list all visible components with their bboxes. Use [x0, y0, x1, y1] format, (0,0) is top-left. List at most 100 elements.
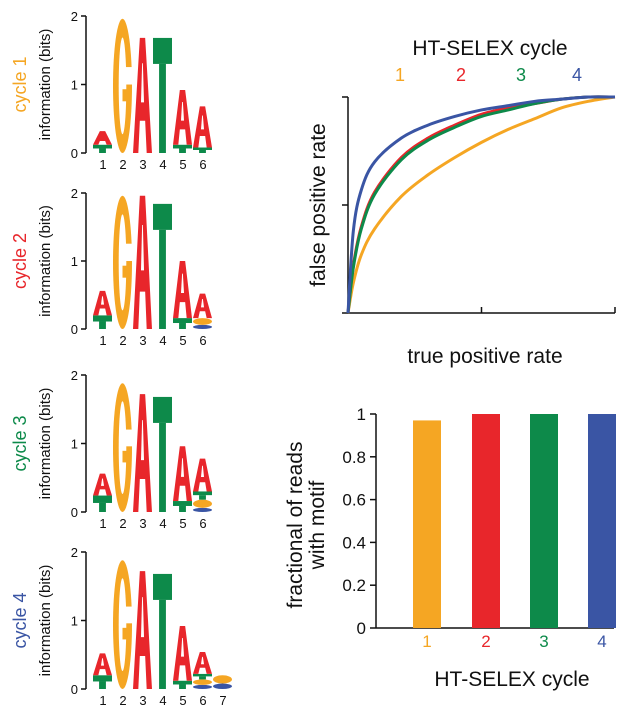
- bar-y-tick-label: 0: [357, 619, 366, 638]
- roc-axes: [342, 96, 616, 314]
- logo-position-label: 6: [199, 333, 206, 348]
- logo-y-axis-label: information (bits): [37, 388, 54, 500]
- logo-letter-T: [93, 315, 112, 329]
- roc-series-line-1: [346, 95, 616, 314]
- logo-position-label: 4: [159, 157, 166, 172]
- logo-y-axis-label: information (bits): [37, 29, 54, 141]
- logo-y-tick-label: 0: [71, 322, 78, 337]
- logo-letter-T: [173, 318, 192, 329]
- logo-y-tick-label: 1: [71, 254, 78, 269]
- bar-y-axis-label-line1: fractional of reads: [284, 442, 307, 609]
- logo-cycle-label: cycle 1: [10, 56, 30, 112]
- logo-letter-T: [153, 37, 172, 153]
- logo-y-axis-label: information (bits): [37, 205, 54, 317]
- logo-letter-G: [113, 560, 133, 689]
- bar-2: [472, 414, 500, 628]
- logo-position-label: 5: [179, 333, 186, 348]
- logo-letter-G: [193, 499, 212, 508]
- logo-letter-A: [93, 131, 112, 145]
- logo-y-tick-label: 2: [71, 9, 78, 24]
- logo-position-label: 7: [219, 693, 226, 708]
- logo-position-label: 2: [119, 157, 126, 172]
- logo-y-axis-label: information (bits): [37, 565, 54, 677]
- bar-category-label: 4: [597, 632, 606, 651]
- bar-y-tick-label: 0.4: [342, 533, 366, 552]
- roc-series-line-2: [346, 95, 616, 314]
- logo-position-label: 4: [159, 333, 166, 348]
- logo-letter-A: [193, 293, 212, 319]
- logo-letter-T: [93, 144, 112, 153]
- bar-bars: 1 2 3 4: [413, 414, 616, 651]
- logo-letter-G: [113, 383, 133, 512]
- logo-y-tick-label: 2: [71, 186, 78, 201]
- roc-series-line-3: [346, 95, 616, 314]
- logo-y-tick-label: 1: [71, 614, 78, 629]
- roc-legend-entry: 2: [456, 65, 466, 85]
- logo-letter-A: [93, 473, 112, 496]
- roc-legend-entry: 3: [516, 65, 526, 85]
- logo-position-label: 2: [119, 333, 126, 348]
- logo-y-tick-label: 2: [71, 368, 78, 383]
- logo-position-label: 5: [179, 157, 186, 172]
- logo-letter-T: [153, 396, 172, 512]
- logo-letter-C: [193, 324, 212, 329]
- logo-letter-T: [93, 675, 112, 689]
- logo-position-label: 1: [99, 693, 106, 708]
- logo-cycle-label: cycle 4: [10, 592, 30, 648]
- logo-letter-C: [213, 683, 232, 689]
- roc-x-axis-label: true positive rate: [407, 345, 562, 368]
- logo-letter-A: [133, 195, 152, 329]
- logo-letter-T: [153, 203, 172, 329]
- logo-letter-G: [193, 679, 212, 685]
- bar-category-label: 3: [539, 632, 548, 651]
- logo-letter-T: [173, 501, 192, 512]
- logo-position-label: 3: [139, 333, 146, 348]
- roc-y-axis-label: false positive rate: [307, 123, 330, 286]
- logo-letter-A: [173, 89, 192, 145]
- roc-title: HT-SELEX cycle: [412, 37, 567, 60]
- logo-y-tick-label: 1: [71, 437, 78, 452]
- logo-letter-A: [133, 571, 152, 689]
- logo-y-tick-label: 0: [71, 682, 78, 697]
- logo-letter-A: [193, 458, 212, 492]
- logo-letter-T: [193, 673, 212, 680]
- logo-position-label: 5: [179, 693, 186, 708]
- logo-position-label: 2: [119, 693, 126, 708]
- logo-position-label: 6: [199, 693, 206, 708]
- roc-chart: HT-SELEX cycle 1 2 3 4 true positive rate f…: [307, 37, 616, 368]
- logo-y-tick-label: 0: [71, 505, 78, 520]
- logo-letter-C: [193, 684, 212, 689]
- roc-lines: [346, 95, 616, 314]
- logo-position-label: 3: [139, 516, 146, 531]
- bar-3: [530, 414, 558, 628]
- logo-letter-A: [93, 653, 112, 676]
- logo-cycle-label: cycle 3: [10, 415, 30, 471]
- logo-position-label: 1: [99, 516, 106, 531]
- logo-position-label: 1: [99, 157, 106, 172]
- logo-position-label: 6: [199, 157, 206, 172]
- logo-letter-A: [133, 394, 152, 512]
- logo-cycle-label: cycle 2: [10, 233, 30, 289]
- logo-letter-A: [193, 106, 212, 148]
- bar-y-tick-label: 0.2: [342, 576, 366, 595]
- bar-y-axis-label-line2: with motif: [306, 480, 329, 570]
- logo-letter-A: [193, 652, 212, 674]
- bar-category-label: 1: [422, 632, 431, 651]
- logo-letter-G: [213, 675, 232, 684]
- logo-letter-C: [193, 507, 212, 512]
- logo-position-label: 5: [179, 516, 186, 531]
- bar-category-label: 2: [481, 632, 490, 651]
- bar-x-axis-label: HT-SELEX cycle: [434, 668, 589, 691]
- logo-position-label: 2: [119, 516, 126, 531]
- roc-legend-entry: 1: [395, 65, 405, 85]
- bar-4: [588, 414, 616, 628]
- bar-y-tick-label: 0.6: [342, 491, 366, 510]
- logo-letter-A: [173, 446, 192, 502]
